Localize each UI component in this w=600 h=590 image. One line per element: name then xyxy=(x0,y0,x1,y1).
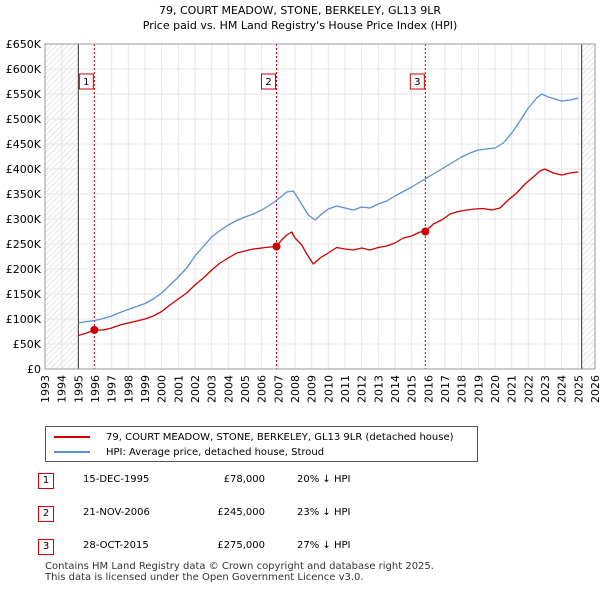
y-tick-label: £500K xyxy=(6,113,42,126)
transaction-badge: 2 xyxy=(38,506,54,522)
footer-notice: Contains HM Land Registry data © Crown c… xyxy=(45,561,434,583)
x-tick-label: 2020 xyxy=(489,375,502,403)
footer-licence: This data is licensed under the Open Gov… xyxy=(45,572,364,583)
y-tick-label: £350K xyxy=(6,188,42,201)
x-tick-label: 2021 xyxy=(506,375,519,403)
transaction-date: 15-DEC-1995 xyxy=(83,474,150,485)
x-tick-label: 2007 xyxy=(272,375,285,403)
transaction-badge: 3 xyxy=(38,539,54,555)
y-tick-label: £0 xyxy=(27,363,41,376)
sale-badge-label: 2 xyxy=(265,77,271,88)
x-tick-label: 1997 xyxy=(106,375,119,403)
transaction-price: £245,000 xyxy=(217,507,265,518)
x-tick-label: 2014 xyxy=(389,375,402,403)
x-tick-label: 2018 xyxy=(456,375,469,403)
x-tick-label: 2025 xyxy=(572,375,585,403)
x-tick-label: 2001 xyxy=(172,375,185,403)
y-tick-label: £400K xyxy=(6,163,42,176)
x-tick-label: 2012 xyxy=(356,375,369,403)
legend-label-property: 79, COURT MEADOW, STONE, BERKELEY, GL13 … xyxy=(106,431,454,443)
series-line-property xyxy=(78,168,579,337)
transaction-date: 28-OCT-2015 xyxy=(83,540,149,551)
x-tick-label: 2004 xyxy=(222,375,235,403)
x-tick-label: 1999 xyxy=(139,375,152,403)
sale-badge xyxy=(261,73,276,90)
x-tick-label: 2022 xyxy=(522,375,535,403)
legend-item-property: 79, COURT MEADOW, STONE, BERKELEY, GL13 … xyxy=(54,430,454,444)
plot-frame xyxy=(44,43,596,370)
y-tick-label: £600K xyxy=(6,63,42,76)
y-tick-label: £450K xyxy=(6,138,42,151)
transaction-badge: 1 xyxy=(38,473,54,489)
transaction-hpi: 23% ↓ HPI xyxy=(297,507,351,518)
chart-legend: 79, COURT MEADOW, STONE, BERKELEY, GL13 … xyxy=(45,426,478,462)
x-tick-label: 1993 xyxy=(39,375,52,403)
x-tick-label: 2009 xyxy=(306,375,319,403)
x-tick-label: 1995 xyxy=(72,375,85,403)
x-tick-label: 2026 xyxy=(589,375,600,403)
x-tick-label: 2024 xyxy=(556,375,569,403)
x-tick-label: 2002 xyxy=(189,375,202,403)
y-tick-label: £300K xyxy=(6,213,42,226)
x-tick-label: 1996 xyxy=(89,375,102,403)
hatched-region-after xyxy=(581,44,595,369)
plot-area xyxy=(45,44,595,369)
transaction-hpi: 27% ↓ HPI xyxy=(297,540,351,551)
x-tick-label: 2023 xyxy=(539,375,552,403)
sale-badge xyxy=(78,73,94,90)
x-tick-label: 2011 xyxy=(339,375,352,403)
table-row: 1 15-DEC-1995 £78,000 20% ↓ HPI xyxy=(38,473,438,491)
sale-badge-label: 1 xyxy=(83,77,89,88)
x-tick-label: 2017 xyxy=(439,375,452,403)
legend-item-hpi: HPI: Average price, detached house, Stro… xyxy=(54,445,324,459)
x-tick-label: 2010 xyxy=(322,375,335,403)
footer-copyright: Contains HM Land Registry data © Crown c… xyxy=(45,561,434,572)
chart-subtitle: Price paid vs. HM Land Registry's House … xyxy=(143,19,458,32)
table-row: 3 28-OCT-2015 £275,000 27% ↓ HPI xyxy=(38,539,438,557)
series-line-hpi xyxy=(78,93,579,324)
table-row: 2 21-NOV-2006 £245,000 23% ↓ HPI xyxy=(38,506,438,524)
x-tick-label: 1998 xyxy=(122,375,135,403)
y-tick-label: £650K xyxy=(6,38,42,51)
transaction-hpi: 20% ↓ HPI xyxy=(297,474,351,485)
y-tick-label: £50K xyxy=(13,338,42,351)
transaction-price: £275,000 xyxy=(217,540,265,551)
legend-swatch-hpi xyxy=(54,451,90,453)
y-tick-label: £250K xyxy=(6,238,42,251)
y-tick-label: £150K xyxy=(6,288,42,301)
x-tick-label: 2006 xyxy=(256,375,269,403)
y-tick-label: £100K xyxy=(6,313,42,326)
transaction-price: £78,000 xyxy=(223,474,265,485)
x-tick-label: 2003 xyxy=(206,375,219,403)
x-tick-label: 2000 xyxy=(156,375,169,403)
price-chart: 79, COURT MEADOW, STONE, BERKELEY, GL13 … xyxy=(6,4,600,403)
sale-badge-label: 3 xyxy=(414,77,420,88)
sale-point xyxy=(90,326,99,334)
x-tick-label: 2016 xyxy=(422,375,435,403)
x-tick-label: 2015 xyxy=(406,375,419,403)
x-tick-label: 2013 xyxy=(372,375,385,403)
legend-swatch-property xyxy=(54,436,90,438)
y-tick-label: £200K xyxy=(6,263,42,276)
x-tick-label: 2005 xyxy=(239,375,252,403)
x-tick-label: 2019 xyxy=(472,375,485,403)
y-tick-label: £550K xyxy=(6,88,42,101)
legend-label-hpi: HPI: Average price, detached house, Stro… xyxy=(106,446,325,458)
chart-title: 79, COURT MEADOW, STONE, BERKELEY, GL13 … xyxy=(159,4,441,17)
x-tick-label: 2008 xyxy=(289,375,302,403)
sale-point xyxy=(272,242,281,251)
sale-point xyxy=(421,227,430,236)
x-tick-label: 1994 xyxy=(56,375,69,403)
sale-badge xyxy=(409,73,425,90)
transaction-date: 21-NOV-2006 xyxy=(83,507,150,518)
